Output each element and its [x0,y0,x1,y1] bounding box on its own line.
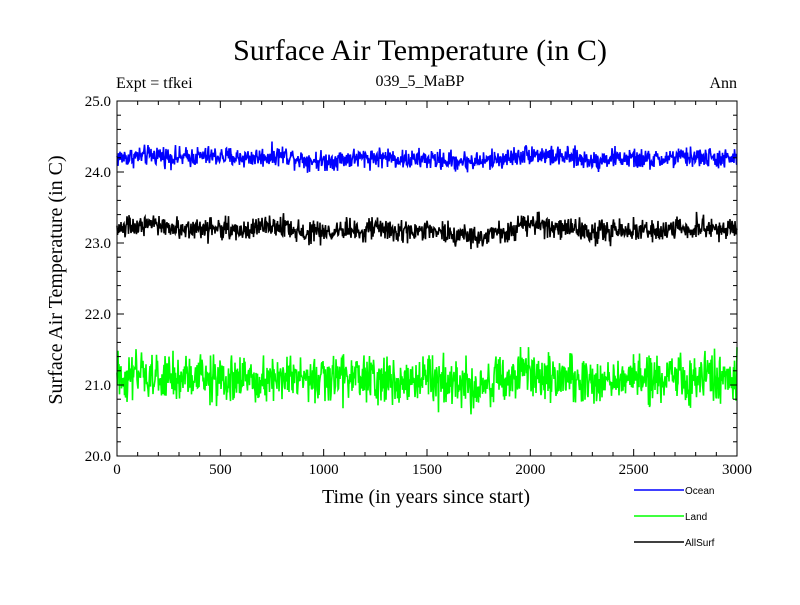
y-tick-label: 22.0 [85,307,111,323]
chart-title: Surface Air Temperature (in C) [233,34,607,67]
x-tick-label: 0 [113,462,121,478]
legend-label-allsurf: AllSurf [685,538,715,549]
y-axis-label: Surface Air Temperature (in C) [45,155,67,404]
y-tick-label: 25.0 [85,94,111,110]
chart-subtitle: 039_5_MaBP [376,73,465,90]
series-line-allsurf [116,211,738,250]
period-label: Ann [709,75,737,92]
x-tick-label: 500 [209,462,232,478]
x-tick-label: 1500 [412,462,442,478]
legend-label-ocean: Ocean [685,486,714,497]
y-tick-label: 23.0 [85,236,111,252]
x-tick-label: 3000 [722,462,752,478]
experiment-label: Expt = tfkei [116,75,193,92]
x-tick-label: 2000 [515,462,545,478]
y-tick-label: 21.0 [85,378,111,394]
plot-area: 0 500 1000 1500 2000 2500 3000 20.0 21.0 22.0 23.0… [85,94,752,478]
legend: Ocean Land AllSurf [634,486,715,549]
y-tick-label: 24.0 [85,165,111,181]
x-axis-label: Time (in years since start) [322,486,530,508]
x-tick-label: 2500 [619,462,649,478]
y-tick-label: 20.0 [85,449,111,465]
series-line-land [116,346,738,415]
x-tick-label: 1000 [309,462,339,478]
series-line-ocean [116,141,738,173]
legend-label-land: Land [685,512,707,523]
